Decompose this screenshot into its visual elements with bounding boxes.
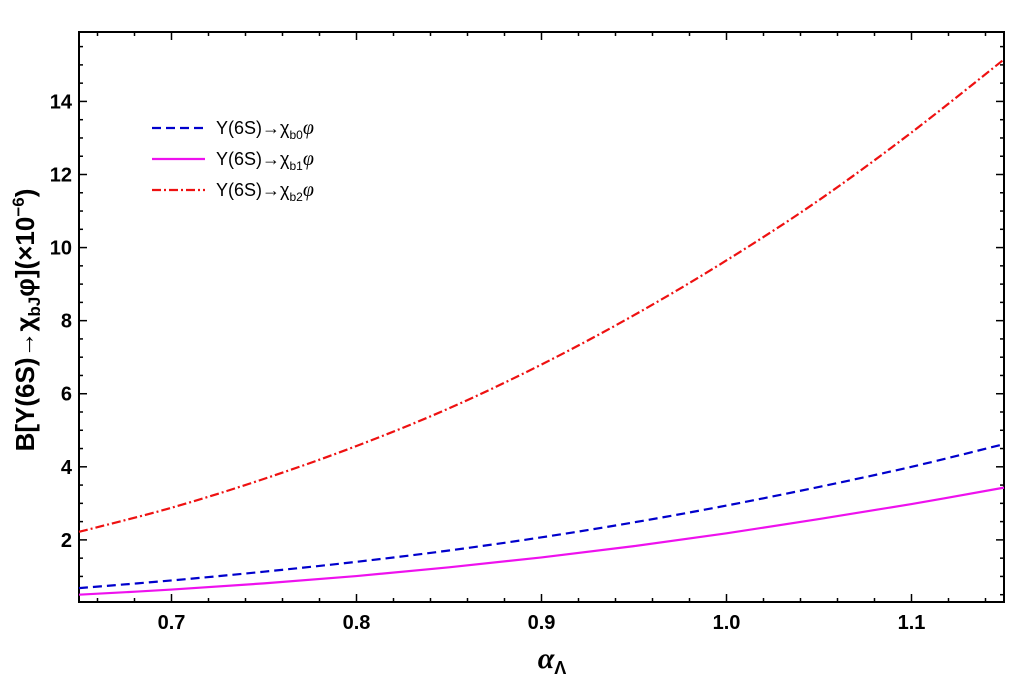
y-tick-label: 14	[50, 91, 73, 113]
legend-label-prefix: Υ(6S)→χ	[216, 180, 290, 200]
ticks	[79, 32, 1004, 602]
legend-label-sub: b0	[289, 128, 303, 142]
x-tick-label: 0.8	[343, 612, 371, 634]
series-lines	[78, 58, 1005, 596]
x-tick-label: 1.0	[713, 612, 741, 634]
x-tick-label: 1.1	[898, 612, 926, 634]
y-tick-label: 4	[61, 457, 73, 479]
y-axis-title-sub: bJ	[25, 297, 44, 317]
x-tick-label: 0.7	[158, 612, 186, 634]
y-axis-title-end: )	[10, 189, 40, 198]
y-tick-label: 2	[61, 530, 72, 552]
legend-label-suffix: φ	[303, 117, 314, 139]
legend-label-prefix: Υ(6S)→χ	[216, 118, 290, 138]
legend-label-chi_b2: Υ(6S)→χb2φ	[216, 179, 314, 204]
x-axis-title-main: α	[538, 642, 555, 675]
x-tick-label: 0.9	[528, 612, 556, 634]
x-axis-title-sub: Λ	[554, 658, 566, 675]
legend-label-suffix: φ	[303, 179, 314, 201]
y-tick-label: 10	[50, 238, 72, 260]
legend-label-suffix: φ	[303, 148, 314, 170]
series-line-chi_b0	[78, 443, 1005, 590]
legend-label-prefix: Υ(6S)→χ	[216, 149, 290, 169]
series-line-chi_b1	[78, 486, 1005, 596]
y-axis-title-main: B[Υ(6S)→χ	[10, 317, 40, 452]
tick-labels: 0.7 0.8 0.9 1.0 1.1 2 4 6 8 10 12 14	[50, 91, 926, 634]
legend-label-chi_b1: Υ(6S)→χb1φ	[216, 148, 314, 173]
legend-label-sub: b1	[289, 159, 303, 173]
legend-label-sub: b2	[289, 190, 303, 204]
y-tick-label: 8	[61, 311, 72, 333]
series-line-chi_b2	[78, 58, 1005, 533]
y-tick-label: 6	[61, 384, 72, 406]
y-axis-title-sup: −6	[9, 197, 28, 216]
legend-label-chi_b0: Υ(6S)→χb0φ	[216, 117, 314, 142]
y-tick-label: 12	[50, 165, 72, 187]
y-axis-title: B[Υ(6S)→χbJφ](×10−6)	[9, 189, 44, 452]
y-axis-title-suffix: φ](×10	[10, 217, 40, 297]
x-axis-title: αΛ	[538, 642, 567, 675]
